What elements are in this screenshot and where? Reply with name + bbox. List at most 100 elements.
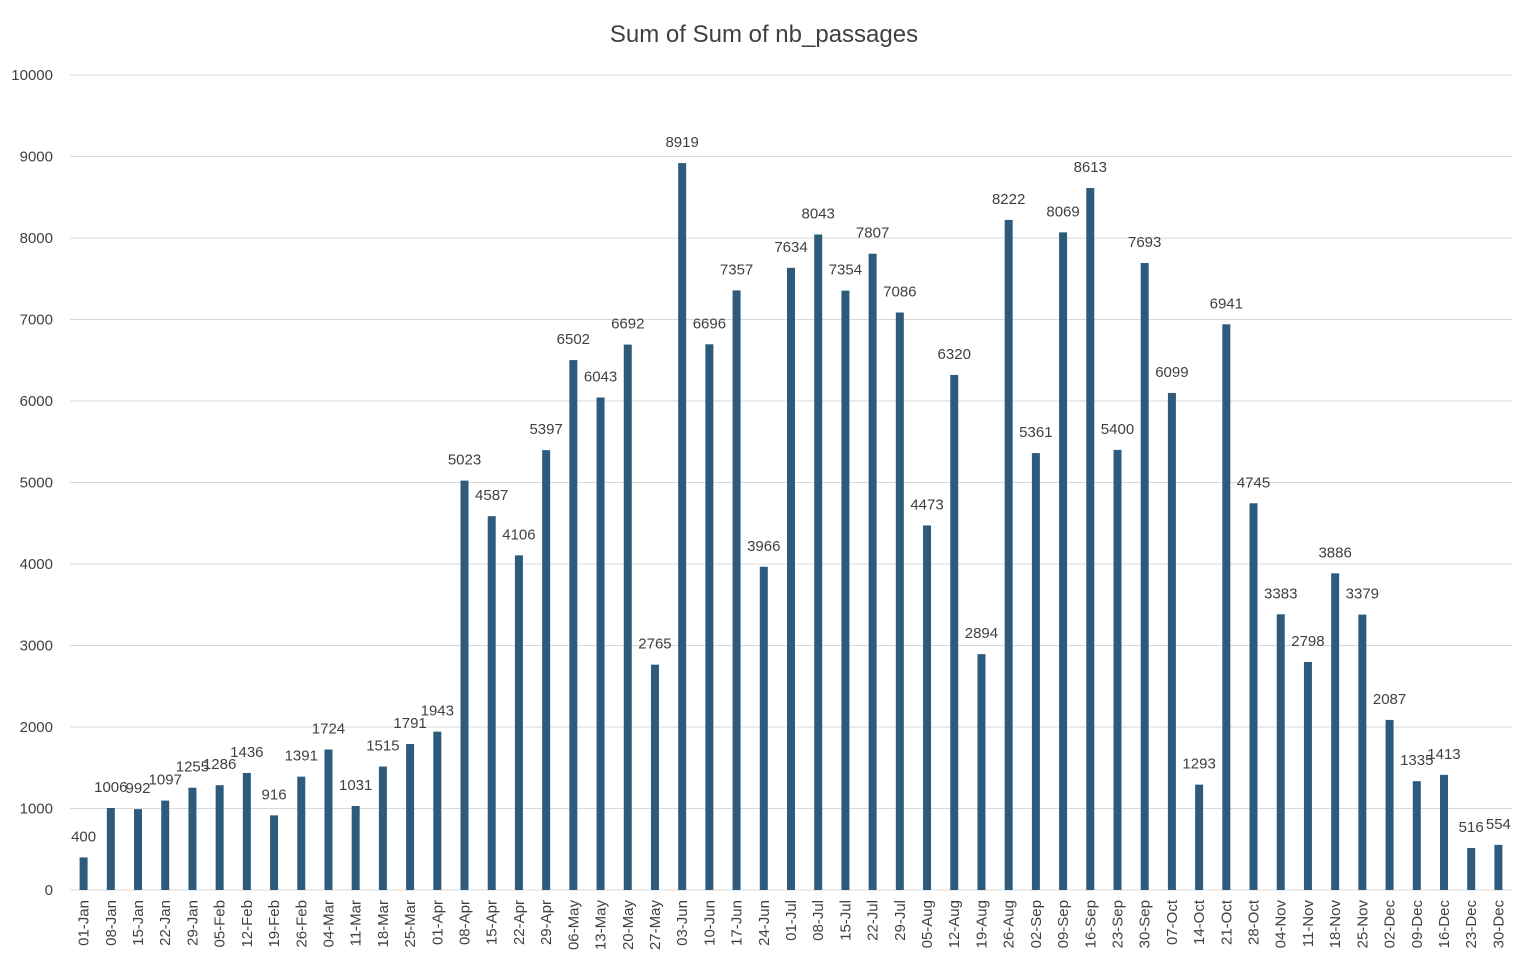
bar <box>759 566 768 890</box>
bar <box>596 397 605 890</box>
x-tick-label: 03-Jun <box>674 900 691 946</box>
bar <box>977 654 986 890</box>
x-tick-label: 13-May <box>593 900 610 951</box>
data-label: 5361 <box>1019 424 1052 441</box>
bar <box>188 787 197 890</box>
x-tick-label: 12-Aug <box>946 900 963 948</box>
bar <box>1031 453 1040 890</box>
y-axis-tick-labels: 0 1000 2000 3000 4000 5000 6000 7000 8000 9000 100… <box>11 67 53 899</box>
data-label: 3379 <box>1346 586 1379 603</box>
data-label: 2765 <box>638 636 671 653</box>
x-tick-label: 08-Jan <box>103 900 120 946</box>
bar <box>787 267 795 891</box>
data-label: 554 <box>1486 816 1511 833</box>
data-label: 1943 <box>421 703 454 720</box>
data-label: 1031 <box>339 777 372 794</box>
bar <box>542 450 551 890</box>
data-label: 5397 <box>529 421 562 438</box>
data-label: 4745 <box>1237 474 1270 491</box>
y-tick-label: 8000 <box>20 230 53 247</box>
x-tick-label: 04-Nov <box>1273 900 1290 949</box>
bar <box>1167 392 1176 890</box>
bar <box>1276 614 1285 890</box>
bar <box>242 772 251 890</box>
x-tick-label: 06-May <box>565 900 582 951</box>
x-tick-label: 01-Jul <box>783 900 800 941</box>
x-tick-label: 26-Feb <box>293 900 310 948</box>
x-tick-label: 22-Apr <box>511 900 528 945</box>
bar <box>814 234 823 891</box>
x-tick-label: 29-Jul <box>892 900 909 941</box>
data-label: 916 <box>262 786 287 803</box>
bar <box>460 480 469 890</box>
data-label: 7807 <box>856 225 889 242</box>
x-tick-label: 09-Sep <box>1055 900 1072 948</box>
x-tick-label: 22-Jan <box>157 900 174 946</box>
x-tick-label: 11-Mar <box>348 900 365 946</box>
x-tick-label: 15-Jul <box>837 900 854 941</box>
y-tick-label: 9000 <box>20 149 53 166</box>
x-tick-label: 25-Mar <box>402 900 419 948</box>
bar <box>1412 781 1421 890</box>
data-label: 400 <box>71 828 96 845</box>
bar <box>406 744 415 890</box>
y-tick-label: 5000 <box>20 475 53 492</box>
x-tick-label: 07-Oct <box>1164 899 1181 945</box>
x-tick-label: 02-Sep <box>1028 900 1045 948</box>
x-tick-label: 28-Oct <box>1246 899 1263 945</box>
data-label: 8919 <box>665 134 698 151</box>
x-tick-label: 23-Dec <box>1463 900 1480 949</box>
data-label: 3886 <box>1318 544 1351 561</box>
x-tick-label: 16-Dec <box>1436 900 1453 949</box>
y-tick-label: 1000 <box>20 801 53 818</box>
bar <box>650 664 659 890</box>
y-tick-label: 10000 <box>11 67 53 84</box>
bars <box>79 163 1503 891</box>
x-tick-label: 10-Jun <box>701 900 718 946</box>
data-label: 1413 <box>1427 746 1460 763</box>
x-tick-label: 11-Nov <box>1300 900 1317 948</box>
x-tick-label: 30-Dec <box>1490 900 1507 949</box>
bar <box>297 776 306 890</box>
data-label: 6696 <box>693 315 726 332</box>
data-label: 8043 <box>802 205 835 222</box>
data-label: 7354 <box>829 262 862 279</box>
data-label: 8222 <box>992 191 1025 208</box>
bar <box>433 731 442 890</box>
x-tick-label: 16-Sep <box>1082 900 1099 948</box>
y-tick-label: 2000 <box>20 719 53 736</box>
bar <box>215 785 224 890</box>
data-label: 6502 <box>557 331 590 348</box>
x-tick-label: 19-Feb <box>266 900 283 948</box>
bar <box>1439 774 1448 890</box>
bar <box>161 800 170 890</box>
bar <box>514 555 523 890</box>
bar <box>705 344 714 890</box>
x-tick-label: 21-Oct <box>1218 899 1235 945</box>
data-label: 6941 <box>1210 295 1243 312</box>
bar <box>1059 232 1068 891</box>
x-tick-label: 14-Oct <box>1191 899 1208 945</box>
x-tick-label: 05-Aug <box>919 900 936 948</box>
data-label: 5400 <box>1101 421 1134 438</box>
bar <box>1303 661 1312 890</box>
data-label: 4106 <box>502 526 535 543</box>
bar <box>1494 844 1503 890</box>
x-tick-label: 15-Jan <box>130 900 147 946</box>
data-label: 1391 <box>285 748 318 765</box>
x-tick-label: 23-Sep <box>1109 900 1126 948</box>
data-label: 1006 <box>94 779 127 796</box>
x-tick-label: 01-Apr <box>429 900 446 945</box>
x-tick-label: 18-Nov <box>1327 900 1344 949</box>
x-tick-label: 12-Feb <box>239 900 256 948</box>
y-tick-label: 7000 <box>20 312 53 329</box>
x-axis-tick-labels: 01-Jan 08-Jan 15-Jan 22-Jan 29-Jan 05-Feb 12-F… <box>76 899 1508 950</box>
x-tick-label: 09-Dec <box>1409 900 1426 949</box>
bar <box>1004 219 1013 891</box>
data-label: 3383 <box>1264 585 1297 602</box>
data-label: 1515 <box>366 738 399 755</box>
data-label: 1097 <box>149 772 182 789</box>
data-label: 7086 <box>883 283 916 300</box>
